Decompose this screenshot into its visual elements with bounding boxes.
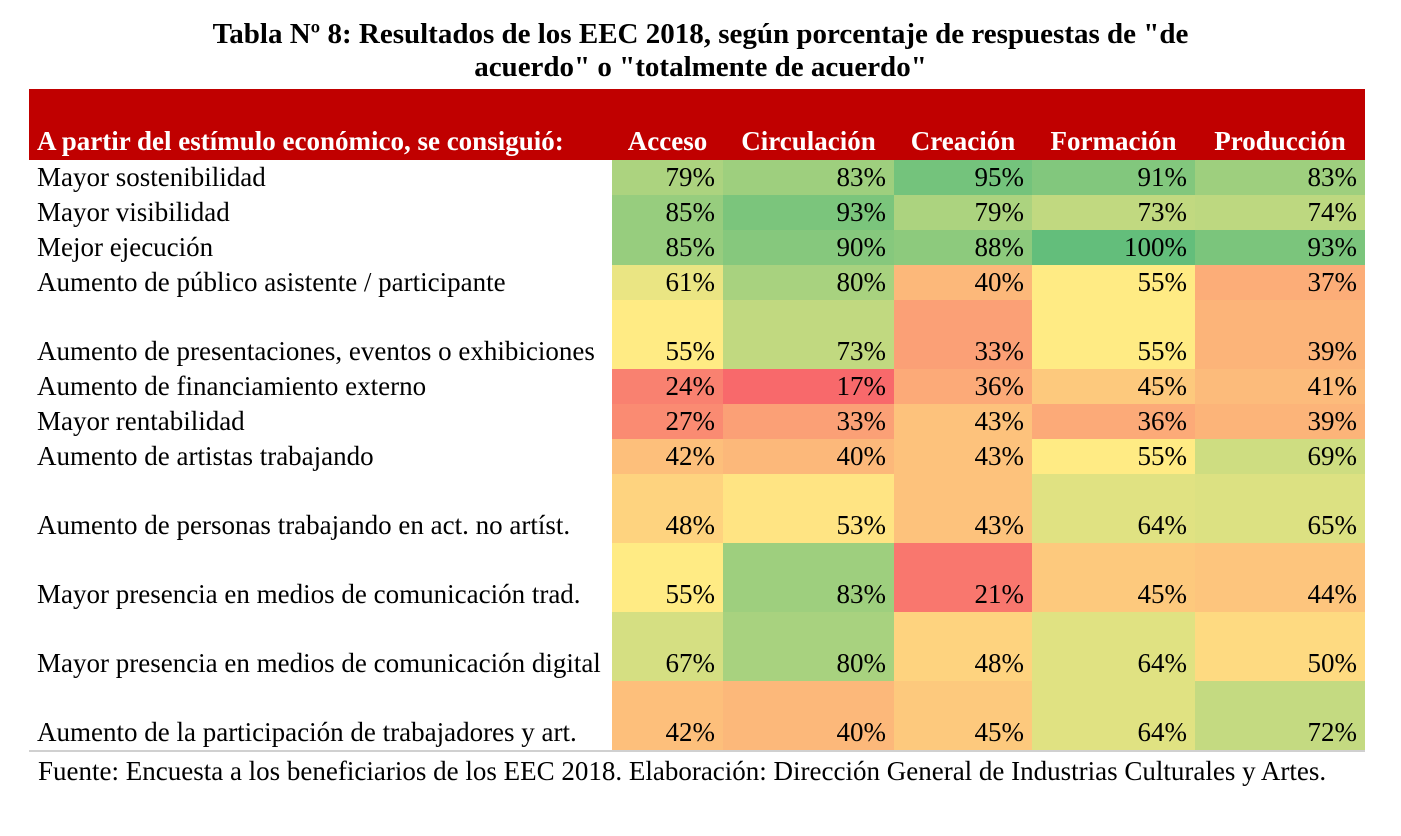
table-header-row: A partir del estímulo económico, se cons… xyxy=(29,89,1365,160)
value-cell-creacion: 43% xyxy=(894,474,1032,543)
value-cell-acceso: 79% xyxy=(612,160,723,195)
value-cell-formacion: 100% xyxy=(1032,230,1195,265)
value-cell-acceso: 85% xyxy=(612,230,723,265)
value-cell-produccion: 65% xyxy=(1195,474,1365,543)
value-cell-formacion: 45% xyxy=(1032,369,1195,404)
value-cell-acceso: 85% xyxy=(612,195,723,230)
value-cell-acceso: 48% xyxy=(612,474,723,543)
value-cell-circulacion: 40% xyxy=(723,439,894,474)
value-cell-creacion: 45% xyxy=(894,681,1032,752)
value-cell-formacion: 91% xyxy=(1032,160,1195,195)
value-cell-acceso: 42% xyxy=(612,439,723,474)
value-cell-produccion: 39% xyxy=(1195,300,1365,369)
value-cell-circulacion: 17% xyxy=(723,369,894,404)
table-title-line-1: Tabla Nº 8: Resultados de los EEC 2018, … xyxy=(212,18,1189,50)
value-cell-produccion: 39% xyxy=(1195,404,1365,439)
row-label: Aumento de público asistente / participa… xyxy=(37,267,506,297)
column-header-produccion: Producción xyxy=(1195,89,1365,160)
table-row: Mayor visibilidad 85% 93% 79% 73% 74% xyxy=(29,195,1365,230)
table-row: Aumento de presentaciones, eventos o exh… xyxy=(29,300,1365,369)
value-cell-circulacion: 73% xyxy=(723,300,894,369)
value-cell-creacion: 40% xyxy=(894,265,1032,300)
column-header-circulacion: Circulación xyxy=(723,89,894,160)
value-cell-creacion: 33% xyxy=(894,300,1032,369)
value-cell-formacion: 55% xyxy=(1032,300,1195,369)
value-cell-produccion: 44% xyxy=(1195,543,1365,612)
value-cell-formacion: 64% xyxy=(1032,474,1195,543)
value-cell-produccion: 93% xyxy=(1195,230,1365,265)
value-cell-acceso: 61% xyxy=(612,265,723,300)
value-cell-produccion: 37% xyxy=(1195,265,1365,300)
value-cell-formacion: 55% xyxy=(1032,439,1195,474)
table-row: Aumento de la participación de trabajado… xyxy=(29,681,1365,752)
value-cell-acceso: 55% xyxy=(612,543,723,612)
value-cell-creacion: 43% xyxy=(894,439,1032,474)
value-cell-acceso: 55% xyxy=(612,300,723,369)
value-cell-circulacion: 90% xyxy=(723,230,894,265)
value-cell-circulacion: 53% xyxy=(723,474,894,543)
value-cell-produccion: 74% xyxy=(1195,195,1365,230)
row-label: Mayor presencia en medios de comunicació… xyxy=(37,579,581,609)
value-cell-creacion: 79% xyxy=(894,195,1032,230)
value-cell-formacion: 45% xyxy=(1032,543,1195,612)
table-title-line-2: acuerdo" o "totalmente de acuerdo" xyxy=(474,51,927,83)
table-row: Mayor presencia en medios de comunicació… xyxy=(29,543,1365,612)
source-note: Fuente: Encuesta a los beneficiarios de … xyxy=(38,756,1327,786)
value-cell-circulacion: 80% xyxy=(723,612,894,681)
value-cell-creacion: 36% xyxy=(894,369,1032,404)
value-cell-creacion: 88% xyxy=(894,230,1032,265)
table-body: Mayor sostenibilidad 79% 83% 95% 91% 83% Mayor… xyxy=(29,160,1365,752)
results-table: A partir del estímulo económico, se cons… xyxy=(29,89,1365,752)
value-cell-produccion: 50% xyxy=(1195,612,1365,681)
table-row: Mayor presencia en medios de comunicació… xyxy=(29,612,1365,681)
value-cell-produccion: 69% xyxy=(1195,439,1365,474)
value-cell-circulacion: 33% xyxy=(723,404,894,439)
column-header-acceso: Acceso xyxy=(612,89,723,160)
table-title: Tabla Nº 8: Resultados de los EEC 2018, … xyxy=(0,18,1401,84)
value-cell-circulacion: 80% xyxy=(723,265,894,300)
column-header-formacion: Formación xyxy=(1032,89,1195,160)
row-label: Aumento de financiamiento externo xyxy=(37,371,427,401)
table-row: Mayor rentabilidad 27% 33% 43% 36% 39% xyxy=(29,404,1365,439)
value-cell-produccion: 83% xyxy=(1195,160,1365,195)
value-cell-creacion: 21% xyxy=(894,543,1032,612)
table-row: Aumento de artistas trabajando 42% 40% 43% 5… xyxy=(29,439,1365,474)
value-cell-circulacion: 40% xyxy=(723,681,894,752)
value-cell-circulacion: 83% xyxy=(723,160,894,195)
row-label: Mayor presencia en medios de comunicació… xyxy=(37,648,601,678)
value-cell-formacion: 55% xyxy=(1032,265,1195,300)
row-label: Aumento de personas trabajando en act. n… xyxy=(37,510,571,540)
value-cell-acceso: 24% xyxy=(612,369,723,404)
row-label: Aumento de la participación de trabajado… xyxy=(29,681,612,752)
value-cell-circulacion: 83% xyxy=(723,543,894,612)
row-label: Aumento de artistas trabajando xyxy=(37,441,374,471)
column-header-creacion: Creación xyxy=(894,89,1032,160)
row-label: Mejor ejecución xyxy=(37,232,214,262)
value-cell-creacion: 95% xyxy=(894,160,1032,195)
row-header-cell: A partir del estímulo económico, se cons… xyxy=(29,89,612,160)
table-row: Aumento de financiamiento externo 24% 17% 3… xyxy=(29,369,1365,404)
value-cell-creacion: 43% xyxy=(894,404,1032,439)
table-row: Aumento de personas trabajando en act. n… xyxy=(29,474,1365,543)
table-row: Mayor sostenibilidad 79% 83% 95% 91% 83% xyxy=(29,160,1365,195)
value-cell-formacion: 64% xyxy=(1032,681,1195,752)
value-cell-acceso: 67% xyxy=(612,612,723,681)
value-cell-acceso: 42% xyxy=(612,681,723,752)
value-cell-produccion: 41% xyxy=(1195,369,1365,404)
value-cell-formacion: 64% xyxy=(1032,612,1195,681)
row-label: Mayor rentabilidad xyxy=(37,406,245,436)
value-cell-formacion: 36% xyxy=(1032,404,1195,439)
table-row: Aumento de público asistente / participa… xyxy=(29,265,1365,300)
value-cell-acceso: 27% xyxy=(612,404,723,439)
row-label: Aumento de presentaciones, eventos o exh… xyxy=(37,336,595,366)
row-label: Mayor sostenibilidad xyxy=(37,162,266,192)
value-cell-circulacion: 93% xyxy=(723,195,894,230)
value-cell-creacion: 48% xyxy=(894,612,1032,681)
value-cell-formacion: 73% xyxy=(1032,195,1195,230)
row-label: Mayor visibilidad xyxy=(37,197,230,227)
value-cell-produccion: 72% xyxy=(1195,681,1365,752)
table-row: Mejor ejecución 85% 90% 88% 100% 93% xyxy=(29,230,1365,265)
